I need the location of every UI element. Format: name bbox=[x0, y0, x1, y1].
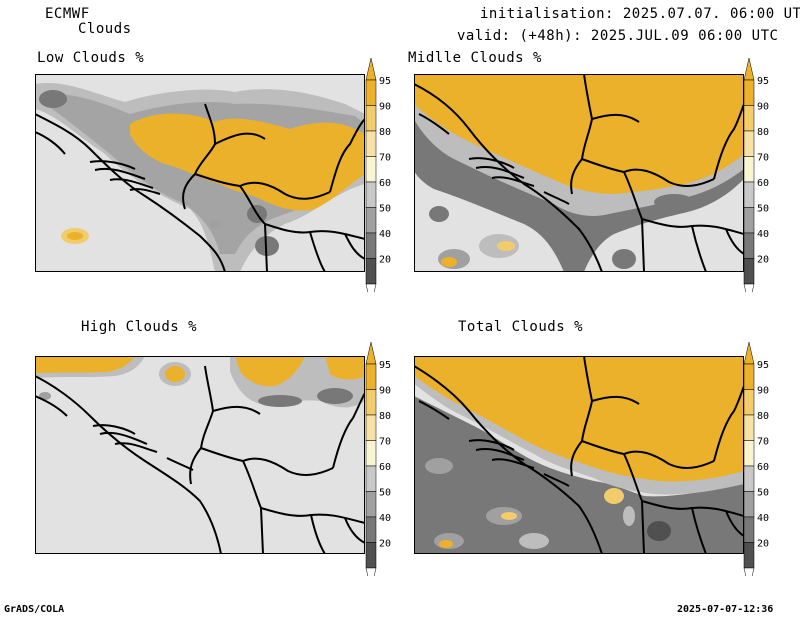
colorbar-segment bbox=[743, 389, 755, 416]
colorbar-level-label: 70 bbox=[757, 437, 769, 448]
colorbar-level-label: 95 bbox=[379, 360, 391, 371]
colorbar-segment bbox=[365, 516, 377, 543]
colorbar-level-label: 90 bbox=[757, 102, 769, 113]
colorbar-high: 95 90 80 70 60 50 40 20 bbox=[365, 341, 391, 576]
colorbar-bottom-arrow bbox=[365, 567, 377, 576]
colorbar-level-label: 50 bbox=[757, 204, 769, 215]
colorbar-segment bbox=[743, 465, 755, 492]
footer-software: GrADS/COLA bbox=[4, 604, 65, 615]
colorbar-level-label: 60 bbox=[379, 178, 391, 189]
colorbar-segment bbox=[365, 130, 377, 157]
colorbar-level-label: 40 bbox=[757, 229, 769, 240]
colorbar-segment bbox=[743, 130, 755, 157]
colorbar-level-label: 70 bbox=[379, 153, 391, 164]
colorbar-segment bbox=[365, 79, 377, 106]
colorbar-segment bbox=[743, 440, 755, 467]
colorbar-level-label: 40 bbox=[379, 229, 391, 240]
colorbar-level-label: 20 bbox=[757, 255, 769, 266]
colorbar-segment bbox=[365, 414, 377, 441]
map-high-clouds bbox=[35, 356, 365, 554]
colorbar-segment bbox=[365, 440, 377, 467]
colorbar-low: 95 90 80 70 60 50 40 20 bbox=[365, 57, 391, 292]
colorbar-level-label: 70 bbox=[757, 153, 769, 164]
init-time: initialisation: 2025.07.07. 06:00 UTC bbox=[480, 6, 800, 22]
map-middle-clouds bbox=[414, 74, 744, 272]
colorbar-level-label: 60 bbox=[757, 462, 769, 473]
colorbar-bottom-arrow bbox=[743, 283, 755, 292]
colorbar-bottom-arrow bbox=[365, 283, 377, 292]
colorbar-middle: 95 90 80 70 60 50 40 20 bbox=[743, 57, 769, 292]
product-label: Clouds bbox=[78, 21, 132, 37]
colorbar-segment bbox=[743, 232, 755, 259]
colorbar-top-arrow bbox=[365, 341, 377, 365]
colorbar-segment bbox=[743, 181, 755, 208]
colorbar-segment bbox=[743, 156, 755, 183]
colorbar-segment bbox=[743, 491, 755, 518]
colorbar-segment bbox=[743, 207, 755, 234]
colorbar-top-arrow bbox=[743, 57, 755, 81]
colorbar-level-label: 20 bbox=[379, 255, 391, 266]
colorbar-segment bbox=[365, 491, 377, 518]
map-low-clouds bbox=[35, 74, 365, 272]
colorbar-segment bbox=[365, 465, 377, 492]
panel-title-high: High Clouds % bbox=[81, 319, 198, 335]
colorbar-segment bbox=[743, 105, 755, 132]
colorbar-top-arrow bbox=[365, 57, 377, 81]
colorbar-segment bbox=[743, 414, 755, 441]
colorbar-level-label: 20 bbox=[379, 539, 391, 550]
colorbar-level-label: 90 bbox=[379, 102, 391, 113]
panel-title-middle: Midlle Clouds % bbox=[408, 50, 542, 66]
colorbar-segment bbox=[365, 542, 377, 569]
panel-title-total: Total Clouds % bbox=[458, 319, 584, 335]
colorbar-level-label: 60 bbox=[379, 462, 391, 473]
colorbar-segment bbox=[365, 232, 377, 259]
colorbar-segment bbox=[365, 207, 377, 234]
colorbar-segment bbox=[743, 258, 755, 285]
colorbar-level-label: 95 bbox=[757, 360, 769, 371]
colorbar-bottom-arrow bbox=[743, 567, 755, 576]
colorbar-level-label: 40 bbox=[757, 513, 769, 524]
colorbar-segment bbox=[743, 363, 755, 390]
model-label: ECMWF bbox=[45, 6, 90, 22]
colorbar-level-label: 80 bbox=[757, 411, 769, 422]
colorbar-level-label: 90 bbox=[757, 386, 769, 397]
colorbar-level-label: 80 bbox=[379, 411, 391, 422]
colorbar-level-label: 70 bbox=[379, 437, 391, 448]
colorbar-level-label: 95 bbox=[757, 76, 769, 87]
colorbar-top-arrow bbox=[743, 341, 755, 365]
colorbar-total: 95 90 80 70 60 50 40 20 bbox=[743, 341, 769, 576]
colorbar-segment bbox=[365, 181, 377, 208]
colorbar-level-label: 50 bbox=[757, 488, 769, 499]
colorbar-level-label: 50 bbox=[379, 488, 391, 499]
colorbar-level-label: 80 bbox=[379, 127, 391, 138]
colorbar-segment bbox=[365, 363, 377, 390]
colorbar-level-label: 20 bbox=[757, 539, 769, 550]
map-total-clouds bbox=[414, 356, 744, 554]
colorbar-segment bbox=[743, 542, 755, 569]
colorbar-segment bbox=[365, 105, 377, 132]
valid-time: valid: (+48h): 2025.JUL.09 06:00 UTC bbox=[457, 28, 779, 44]
colorbar-level-label: 40 bbox=[379, 513, 391, 524]
colorbar-level-label: 50 bbox=[379, 204, 391, 215]
footer-timestamp: 2025-07-07-12:36 bbox=[677, 604, 774, 615]
colorbar-segment bbox=[365, 389, 377, 416]
colorbar-level-label: 90 bbox=[379, 386, 391, 397]
colorbar-segment bbox=[365, 258, 377, 285]
colorbar-level-label: 80 bbox=[757, 127, 769, 138]
colorbar-level-label: 95 bbox=[379, 76, 391, 87]
colorbar-segment bbox=[743, 516, 755, 543]
colorbar-segment bbox=[365, 156, 377, 183]
colorbar-level-label: 60 bbox=[757, 178, 769, 189]
colorbar-segment bbox=[743, 79, 755, 106]
panel-title-low: Low Clouds % bbox=[37, 50, 145, 66]
